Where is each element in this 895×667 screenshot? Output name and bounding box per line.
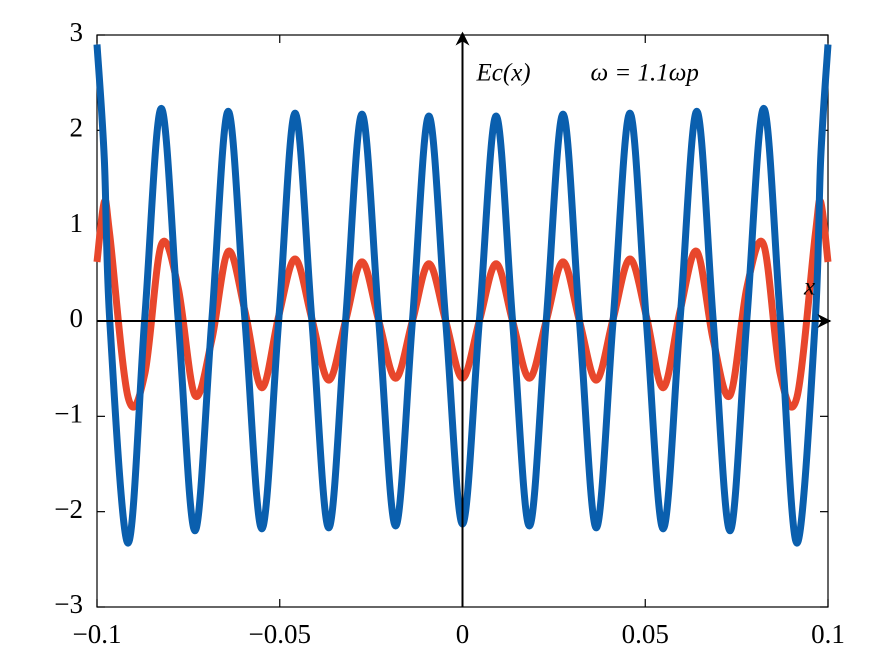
y-tick-label: 3 — [70, 17, 84, 47]
annotation: Ec(x) — [476, 60, 531, 87]
y-tick-label: −3 — [54, 589, 83, 619]
annotation: ω = 1.1ωp — [591, 60, 699, 87]
y-tick-label: 1 — [70, 208, 84, 238]
y-tick-label: −2 — [54, 494, 83, 524]
y-tick-label: 0 — [70, 303, 84, 333]
x-tick-label: 0.05 — [622, 619, 669, 649]
x-tick-label: −0.1 — [73, 619, 122, 649]
y-tick-label: −1 — [54, 399, 83, 429]
x-tick-label: −0.05 — [249, 619, 311, 649]
x-tick-label: 0.1 — [811, 619, 845, 649]
y-tick-label: 2 — [70, 113, 84, 143]
x-tick-label: 0 — [456, 619, 470, 649]
annotation: x — [803, 274, 815, 301]
